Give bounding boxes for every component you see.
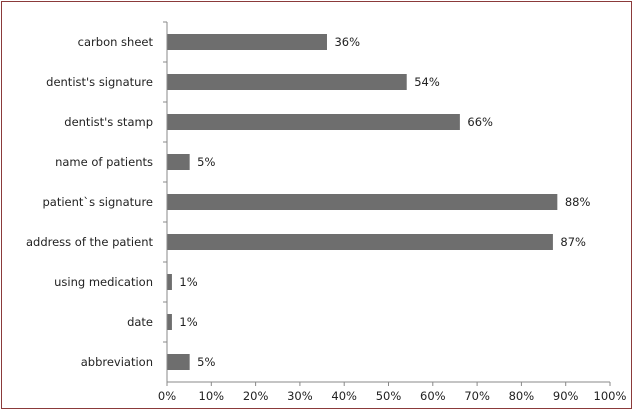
x-tick-label: 40%: [331, 389, 357, 403]
x-tick-label: 50%: [376, 389, 402, 403]
x-tick-label: 100%: [594, 389, 627, 403]
x-tick-label: 80%: [509, 389, 535, 403]
category-label: abbreviation: [81, 355, 153, 369]
x-tick-label: 60%: [420, 389, 446, 403]
bar: [167, 154, 190, 170]
category-labels: carbon sheet dentist's signature dentist's…: [26, 35, 154, 369]
data-label: 87%: [560, 235, 586, 249]
category-label: address of the patient: [26, 235, 154, 249]
bar: [167, 34, 327, 50]
x-tick-label: 10%: [199, 389, 225, 403]
data-label: 1%: [179, 315, 197, 329]
category-label: date: [127, 315, 153, 329]
data-label: 88%: [565, 195, 591, 209]
category-label: dentist's signature: [46, 75, 153, 89]
category-label: patient`s signature: [43, 195, 154, 209]
bar: [167, 234, 553, 250]
category-label: name of patients: [55, 155, 153, 169]
bar: [167, 74, 407, 90]
value-labels: 36% 54% 66% 5% 88% 87% 1% 1% 5%: [179, 35, 590, 369]
bar: [167, 114, 460, 130]
x-tick-label: 20%: [243, 389, 269, 403]
data-label: 36%: [334, 35, 360, 49]
data-label: 54%: [414, 75, 440, 89]
category-label: dentist's stamp: [64, 115, 153, 129]
x-tick-label: 70%: [464, 389, 490, 403]
bar: [167, 314, 172, 330]
data-label: 1%: [179, 275, 197, 289]
bar: [167, 354, 190, 370]
x-ticks: 0% 10% 20% 30% 40% 50% 60% 70% 80% 90% 100%: [158, 382, 627, 403]
category-label: carbon sheet: [78, 35, 154, 49]
bar: [167, 194, 558, 210]
x-tick-label: 30%: [287, 389, 313, 403]
data-label: 66%: [467, 115, 493, 129]
category-label: using medication: [54, 275, 153, 289]
x-tick-label: 0%: [158, 389, 176, 403]
data-label: 5%: [197, 155, 215, 169]
bars: [167, 34, 558, 370]
data-label: 5%: [197, 355, 215, 369]
bar: [167, 274, 172, 290]
x-tick-label: 90%: [553, 389, 579, 403]
